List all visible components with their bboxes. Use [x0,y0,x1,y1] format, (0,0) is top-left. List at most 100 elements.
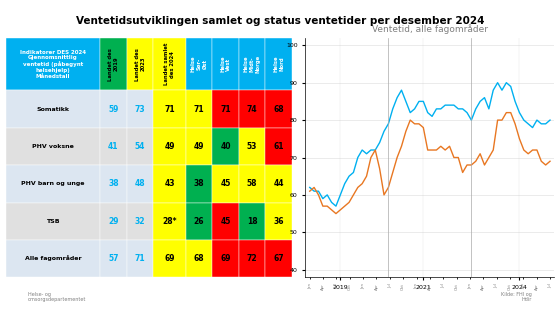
FancyBboxPatch shape [265,128,292,165]
Text: Okt: Okt [401,283,405,290]
FancyBboxPatch shape [127,128,153,165]
Text: 41: 41 [108,142,119,151]
Text: Jul: Jul [388,283,392,288]
FancyBboxPatch shape [265,165,292,203]
FancyBboxPatch shape [265,90,292,128]
Text: 68: 68 [194,254,204,263]
FancyBboxPatch shape [186,90,212,128]
Text: Helse
Nord: Helse Nord [273,56,284,72]
Text: Apr: Apr [535,283,539,289]
FancyBboxPatch shape [127,165,153,203]
FancyBboxPatch shape [6,128,100,165]
Text: Alle fagområder: Alle fagområder [25,255,81,261]
Text: 44: 44 [273,179,284,188]
FancyBboxPatch shape [100,128,127,165]
Text: Apr: Apr [375,283,379,289]
Title: Ventetid, alle fagområder: Ventetid, alle fagområder [372,24,488,34]
Text: Landet des
2019: Landet des 2019 [108,48,119,81]
FancyBboxPatch shape [6,240,100,277]
Text: Helse
Vest: Helse Vest [220,56,231,72]
FancyBboxPatch shape [153,165,186,203]
Text: Jan: Jan [521,283,525,289]
Text: 71: 71 [220,105,231,114]
FancyBboxPatch shape [186,128,212,165]
Text: Jan: Jan [361,283,365,289]
Text: 67: 67 [273,254,284,263]
FancyBboxPatch shape [127,38,153,90]
Text: Okt: Okt [455,283,459,290]
Text: 26: 26 [194,217,204,226]
FancyBboxPatch shape [212,165,239,203]
FancyBboxPatch shape [212,203,239,240]
FancyBboxPatch shape [212,240,239,277]
Text: Helse
Sør-
Øst: Helse Sør- Øst [191,56,207,72]
Text: Apr: Apr [481,283,486,289]
Text: Helse
Midt-
Norge: Helse Midt- Norge [244,55,260,73]
Text: 57: 57 [108,254,119,263]
FancyBboxPatch shape [153,38,186,90]
Text: 45: 45 [221,179,231,188]
FancyBboxPatch shape [6,90,100,128]
FancyBboxPatch shape [212,38,239,90]
Text: Kilde: FHI og
Hdir: Kilde: FHI og Hdir [501,292,532,302]
Text: 38: 38 [108,179,119,188]
Text: 40: 40 [220,142,231,151]
FancyBboxPatch shape [6,38,100,90]
Text: Apr: Apr [428,283,432,289]
FancyBboxPatch shape [265,240,292,277]
Text: 73: 73 [134,105,145,114]
FancyBboxPatch shape [6,165,100,203]
Text: Ventetidsutviklingen samlet og status ventetider per desember 2024: Ventetidsutviklingen samlet og status ve… [76,16,484,26]
FancyBboxPatch shape [239,203,265,240]
Text: 28*: 28* [162,217,177,226]
Text: 72: 72 [247,254,258,263]
Text: 49: 49 [164,142,175,151]
FancyBboxPatch shape [212,90,239,128]
Text: 29: 29 [108,217,119,226]
Text: 53: 53 [247,142,257,151]
Text: Jul: Jul [494,283,498,288]
Text: Somatikk: Somatikk [36,107,69,112]
Text: 58: 58 [247,179,258,188]
Text: 71: 71 [164,105,175,114]
FancyBboxPatch shape [239,128,265,165]
FancyBboxPatch shape [186,203,212,240]
Text: 71: 71 [194,105,204,114]
Text: Jan: Jan [468,283,472,289]
Text: Okt: Okt [508,283,512,290]
FancyBboxPatch shape [212,128,239,165]
FancyBboxPatch shape [127,90,153,128]
FancyBboxPatch shape [239,38,265,90]
FancyBboxPatch shape [100,90,127,128]
FancyBboxPatch shape [265,38,292,90]
Text: TSB: TSB [46,219,60,224]
FancyBboxPatch shape [239,90,265,128]
Text: 36: 36 [273,217,284,226]
Text: Apr: Apr [321,283,325,289]
Text: 48: 48 [134,179,145,188]
Text: Jan: Jan [414,283,418,289]
FancyBboxPatch shape [186,38,212,90]
FancyBboxPatch shape [186,240,212,277]
Text: Jul: Jul [334,283,338,288]
Text: 69: 69 [220,254,231,263]
FancyBboxPatch shape [153,240,186,277]
FancyBboxPatch shape [239,165,265,203]
FancyBboxPatch shape [6,203,100,240]
FancyBboxPatch shape [153,90,186,128]
Text: Landet samlet
des 2024: Landet samlet des 2024 [164,43,175,85]
Text: 18: 18 [247,217,258,226]
Text: Jul: Jul [548,283,552,288]
FancyBboxPatch shape [153,203,186,240]
Text: 74: 74 [247,105,258,114]
Text: 54: 54 [135,142,145,151]
FancyBboxPatch shape [100,203,127,240]
FancyBboxPatch shape [153,128,186,165]
Text: 71: 71 [134,254,145,263]
Text: Jul: Jul [441,283,445,288]
Text: 59: 59 [108,105,119,114]
Text: PHV voksne: PHV voksne [32,144,74,149]
FancyBboxPatch shape [186,165,212,203]
Text: Indikatorer DES 2024
Gjennomsnittlig
ventetid (påbegynt
helsehjelp)
Månedstall: Indikatorer DES 2024 Gjennomsnittlig ven… [20,49,86,79]
Text: Jan: Jan [308,283,312,289]
